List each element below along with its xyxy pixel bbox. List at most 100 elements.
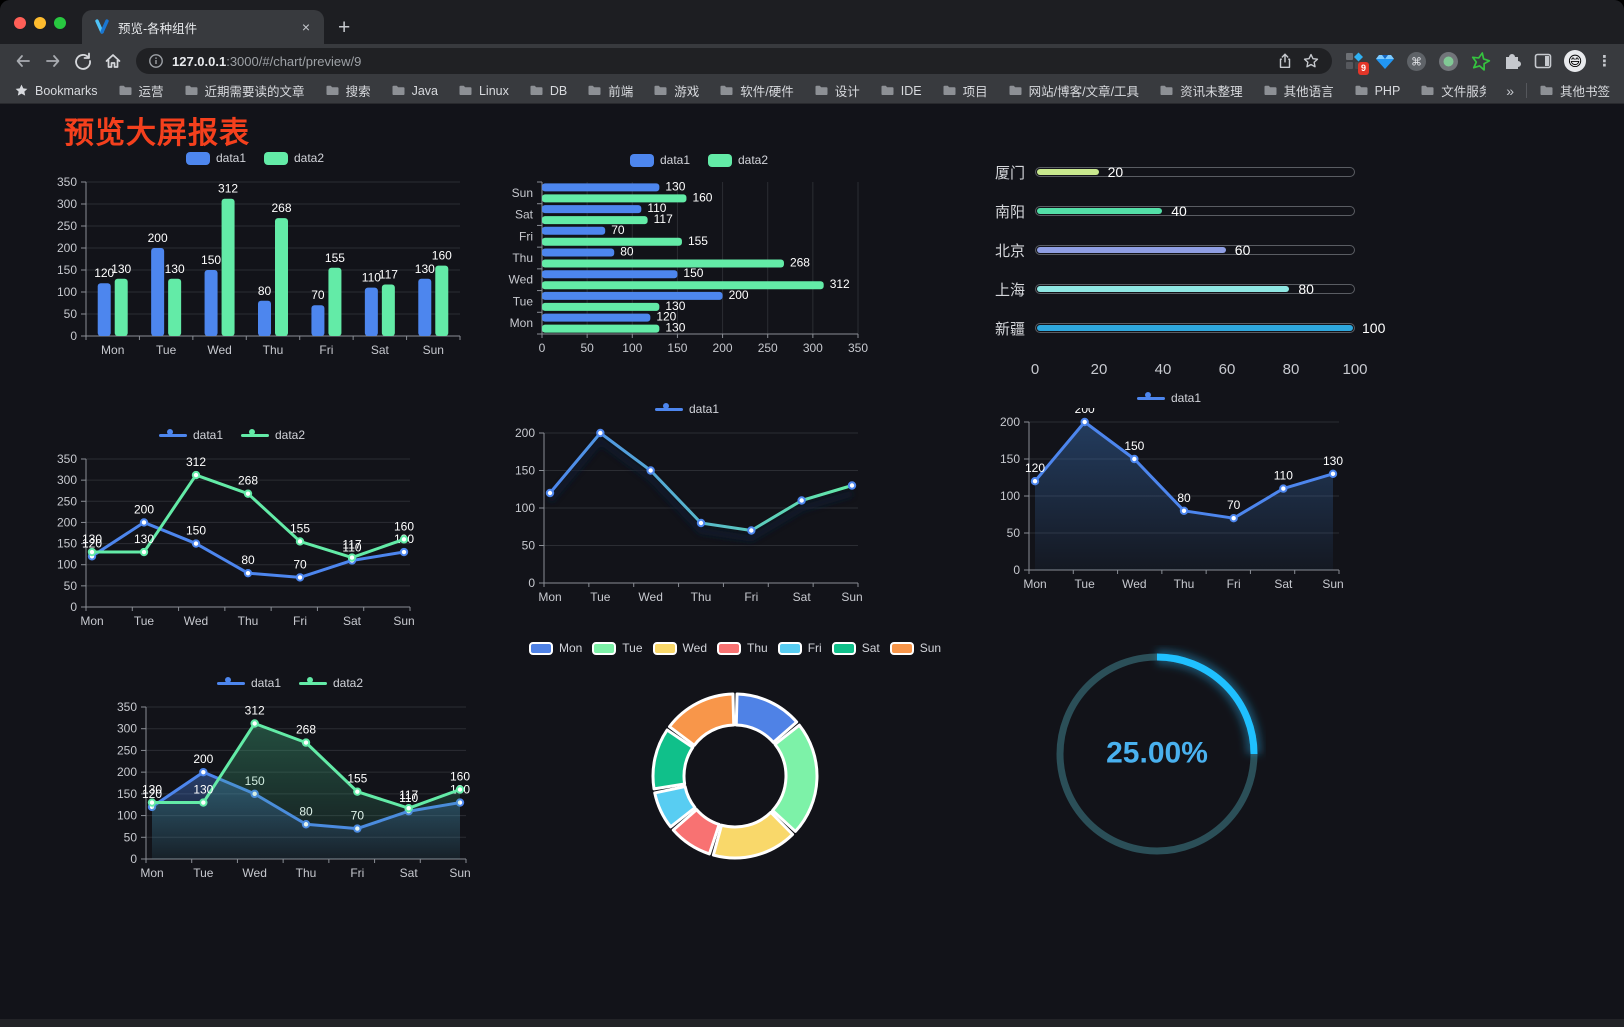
chart-canvas[interactable]: 0 50 100 150 200 250 300 350 Mon Tue Wed Thu Fri Sat S…	[42, 445, 422, 637]
legend-item[interactable]: data1	[654, 402, 719, 416]
svg-text:200: 200	[193, 752, 213, 766]
progress-row[interactable]: 新疆 100	[985, 320, 1385, 338]
bookmark-folder[interactable]: 资讯未整理	[1159, 81, 1243, 100]
chart-canvas[interactable]: 0 50 100 150 200 250 300 350 Mon Tue Wed Thu Fri Sat S…	[100, 693, 480, 889]
recorder-extension-icon[interactable]	[1438, 51, 1459, 72]
legend-item[interactable]: data2	[264, 151, 324, 165]
bookmark-star-icon[interactable]	[1302, 52, 1320, 70]
command-extension-icon[interactable]: ⌘	[1406, 51, 1427, 72]
bookmark-folder[interactable]: 其他语言	[1263, 81, 1334, 100]
gem-extension-icon[interactable]	[1375, 51, 1395, 71]
extensions-puzzle-icon[interactable]	[1502, 51, 1522, 71]
grouped-bar-chart[interactable]: data1 data2 0 50 100 150 200 250 300 350 Mon Tue Wed…	[40, 148, 470, 366]
bookmark-folder[interactable]: 文件服务器	[1420, 81, 1486, 100]
horizontal-bar-chart[interactable]: data1 data2 0 50 100 150 200 250 300 350 Mon 120 130…	[500, 150, 898, 364]
legend-item[interactable]: Thu	[717, 641, 768, 655]
bookmark-folder[interactable]: Linux	[458, 81, 509, 100]
svg-text:Fri: Fri	[319, 343, 333, 357]
svg-text:Wed: Wed	[242, 866, 266, 880]
bookmark-label: Linux	[478, 83, 509, 98]
bookmark-folder[interactable]: 网站/博客/文章/工具	[1008, 81, 1139, 100]
sidebar-icon[interactable]	[1533, 51, 1553, 71]
tab-close-icon[interactable]: ×	[301, 19, 310, 35]
svg-text:268: 268	[790, 256, 810, 270]
svg-text:50: 50	[580, 341, 594, 355]
menu-kebab-icon[interactable]: ⋮	[1597, 53, 1612, 70]
page-title: 预览大屏报表	[64, 117, 250, 150]
star-icon	[15, 84, 28, 96]
chart-canvas[interactable]: 0 50 100 150 200 Mon Tue Wed Thu Fri Sat Sun	[500, 419, 874, 613]
chart-canvas[interactable]: 0 50 100 150 200 250 300 350 Mon Tue Wed Thu Fri Sat S…	[40, 168, 470, 366]
donut-chart[interactable]: Mon Tue Wed Thu Fri Sat Sun	[528, 638, 941, 890]
chart-canvas[interactable]: 0 50 100 150 200 Mon Tue Wed Thu Fri Sat Sun 120 200 1…	[985, 402, 1353, 600]
chart-canvas[interactable]	[1048, 645, 1266, 863]
progress-row[interactable]: 南阳 40	[985, 203, 1355, 221]
legend-item[interactable]: Tue	[592, 641, 643, 655]
bookmark-folder[interactable]: PHP	[1354, 81, 1400, 100]
other-bookmarks[interactable]: 其他书签	[1539, 81, 1610, 100]
bookmark-folder[interactable]: 前端	[587, 81, 633, 100]
gradient-line-chart[interactable]: data1 0 50 100 150 200 Mon Tue Wed Thu Fri Sat Sun	[500, 399, 874, 613]
bookmark-folder[interactable]: IDE	[880, 81, 922, 100]
legend-item[interactable]: Wed	[652, 641, 707, 655]
legend-item[interactable]: data1	[216, 676, 281, 690]
bookmarks-overflow-chevron[interactable]: »	[1506, 82, 1514, 99]
zoom-window-button[interactable]	[54, 17, 66, 29]
new-tab-button[interactable]: +	[338, 16, 351, 39]
close-window-button[interactable]	[14, 17, 26, 29]
legend-item[interactable]: data2	[241, 428, 305, 442]
chart-canvas[interactable]	[535, 658, 935, 888]
multi-line-chart[interactable]: data1 data2 0 50 100 150 200 250 300 350 Mon Tue Wed…	[42, 425, 422, 637]
legend-item[interactable]: data1	[629, 153, 690, 167]
tab-manager-extension-icon[interactable]: 9	[1344, 51, 1369, 75]
svg-text:155: 155	[290, 521, 310, 535]
bookmark-folder[interactable]: 近期需要读的文章	[184, 81, 305, 100]
legend-item[interactable]: Sun	[889, 641, 941, 655]
legend-item[interactable]: data1	[158, 428, 223, 442]
svg-text:Sat: Sat	[343, 614, 362, 628]
svg-text:Sun: Sun	[449, 866, 470, 880]
bookmark-folder[interactable]: 设计	[814, 81, 860, 100]
multi-area-line-chart[interactable]: data1 data2 0 50 100 150 200 250 300 350 Mon Tue Wed…	[100, 673, 480, 889]
legend-item[interactable]: data2	[708, 153, 768, 167]
legend-item[interactable]: data1	[185, 151, 246, 165]
bookmark-folder[interactable]: Java	[391, 81, 438, 100]
legend-item[interactable]: Mon	[528, 641, 582, 655]
legend-swatch	[831, 641, 856, 655]
profile-avatar[interactable]: 😄	[1564, 50, 1586, 72]
progress-row[interactable]: 北京 60	[985, 242, 1355, 260]
forward-icon[interactable]	[38, 47, 68, 75]
share-icon[interactable]	[1276, 52, 1294, 70]
bookmark-folder[interactable]: DB	[529, 81, 567, 100]
browser-tab[interactable]: 预览-各种组件 ×	[82, 10, 324, 44]
bookmark-folder[interactable]: 软件/硬件	[719, 81, 794, 100]
legend-item[interactable]: Fri	[777, 641, 822, 655]
svg-text:150: 150	[57, 263, 77, 277]
bookmark-folder[interactable]: 项目	[942, 81, 988, 100]
progress-row[interactable]: 上海 80	[985, 281, 1355, 299]
address-bar[interactable]: 127.0.0.1:3000/#/chart/preview/9	[136, 48, 1332, 74]
reload-icon[interactable]	[68, 47, 98, 75]
bookmark-folder[interactable]: 搜索	[325, 81, 371, 100]
legend-swatch	[717, 641, 741, 655]
progress-bar-chart[interactable]: 厦门 20 南阳 40 北京 60 上海 80 新疆 100 0 20 40 60 80 100	[985, 158, 1385, 386]
svg-text:130: 130	[665, 321, 685, 335]
svg-text:0: 0	[70, 600, 77, 614]
evernote-extension-icon[interactable]	[1470, 51, 1491, 72]
progress-row[interactable]: 厦门 20	[985, 164, 1355, 182]
area-line-chart[interactable]: data1 0 50 100 150 200 Mon Tue Wed Thu Fri Sat Sun 12…	[985, 388, 1353, 600]
home-icon[interactable]	[98, 47, 128, 75]
bookmark-folder[interactable]: 运营	[118, 81, 164, 100]
svg-text:150: 150	[201, 253, 221, 267]
bookmark-folder[interactable]: 游戏	[653, 81, 699, 100]
gauge-chart[interactable]: 25.00%	[1048, 645, 1266, 863]
minimize-window-button[interactable]	[34, 17, 46, 29]
back-icon[interactable]	[8, 47, 38, 75]
legend-item[interactable]: data2	[299, 676, 363, 690]
legend-item[interactable]: data1	[1136, 391, 1201, 405]
bookmarks-root[interactable]: Bookmarks	[14, 83, 98, 98]
browser-toolbar: 127.0.0.1:3000/#/chart/preview/9 9 ⌘	[0, 44, 1624, 78]
site-info-icon[interactable]	[148, 53, 164, 69]
legend-item[interactable]: Sat	[831, 641, 880, 655]
